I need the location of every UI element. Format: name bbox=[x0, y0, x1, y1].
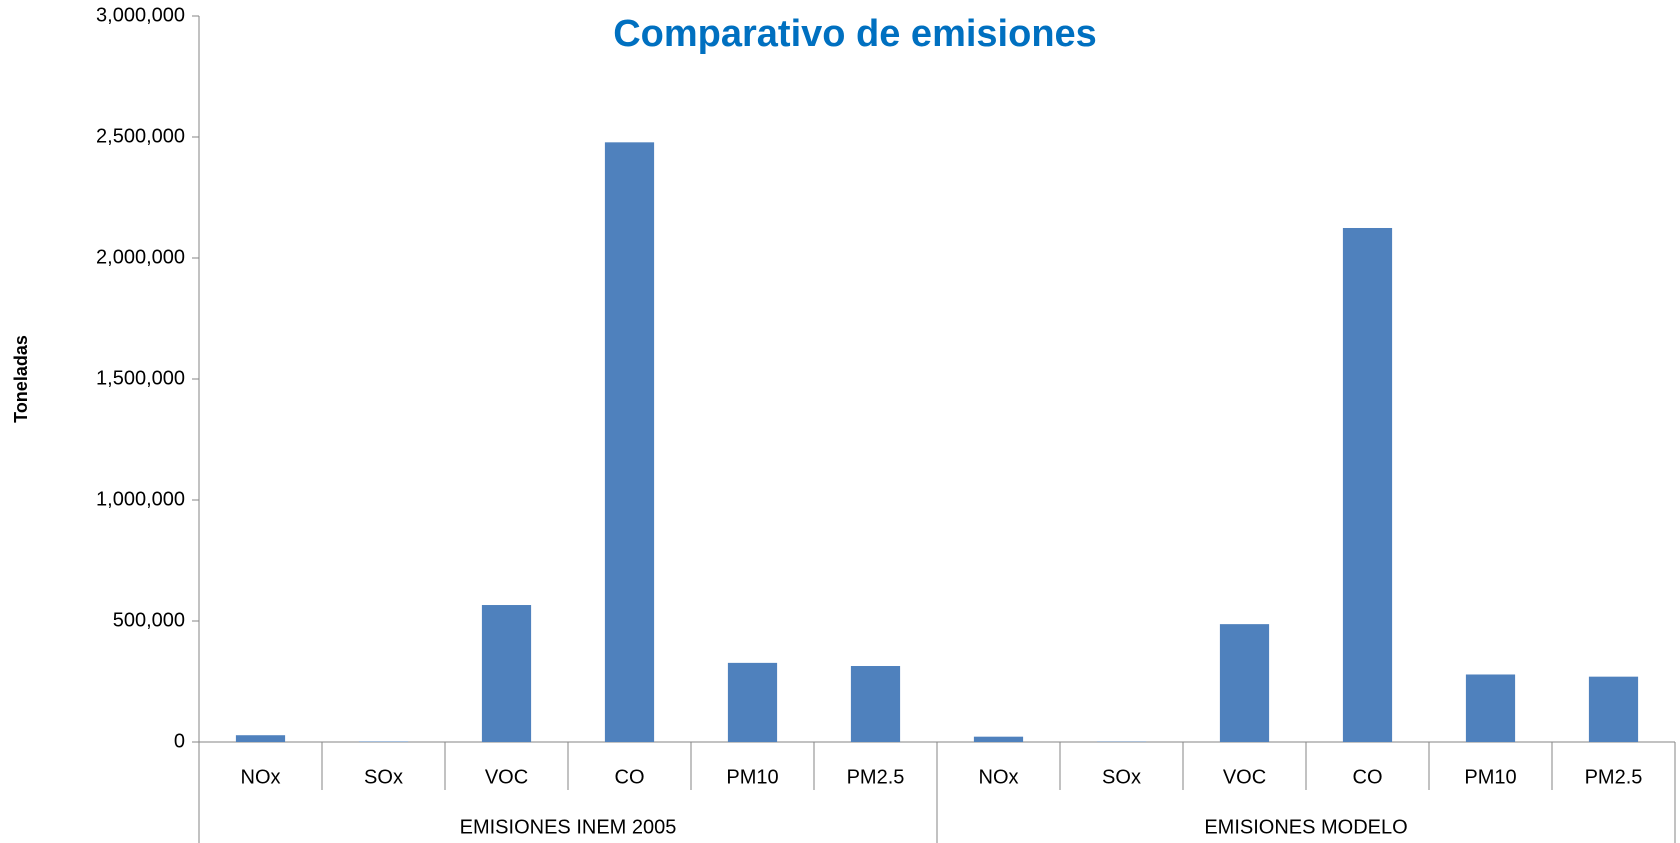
chart-title: Comparativo de emisiones bbox=[613, 13, 1097, 55]
x-tick-label: CO bbox=[615, 766, 645, 788]
x-tick-label: PM2.5 bbox=[1585, 766, 1643, 788]
x-tick-label: VOC bbox=[1223, 766, 1266, 788]
y-tick-label: 2,000,000 bbox=[96, 246, 185, 268]
bar bbox=[1342, 227, 1393, 742]
y-tick-label: 0 bbox=[174, 730, 185, 752]
x-tick-label: NOx bbox=[979, 766, 1019, 788]
y-tick-label: 1,000,000 bbox=[96, 488, 185, 510]
x-tick-label: PM10 bbox=[726, 766, 778, 788]
bar bbox=[850, 666, 901, 742]
x-tick-label: NOx bbox=[241, 766, 281, 788]
bar bbox=[235, 735, 286, 742]
x-tick-label: VOC bbox=[485, 766, 528, 788]
bar bbox=[1465, 674, 1516, 742]
y-tick-label: 500,000 bbox=[113, 609, 185, 631]
group-label: EMISIONES MODELO bbox=[1204, 816, 1407, 838]
bar bbox=[1219, 624, 1270, 742]
bar bbox=[1588, 676, 1639, 742]
x-tick-label: CO bbox=[1353, 766, 1383, 788]
y-tick-label: 3,000,000 bbox=[96, 4, 185, 26]
x-tick-label: SOx bbox=[1102, 766, 1141, 788]
y-axis-label: Toneladas bbox=[11, 335, 31, 423]
x-tick-label: PM10 bbox=[1464, 766, 1516, 788]
bar bbox=[604, 142, 655, 743]
y-tick-label: 1,500,000 bbox=[96, 367, 185, 389]
x-tick-label: SOx bbox=[364, 766, 403, 788]
group-label: EMISIONES INEM 2005 bbox=[460, 816, 677, 838]
bar bbox=[481, 605, 532, 742]
y-tick-label: 2,500,000 bbox=[96, 125, 185, 147]
bar bbox=[727, 662, 778, 742]
x-tick-label: PM2.5 bbox=[847, 766, 905, 788]
bar bbox=[973, 736, 1024, 742]
